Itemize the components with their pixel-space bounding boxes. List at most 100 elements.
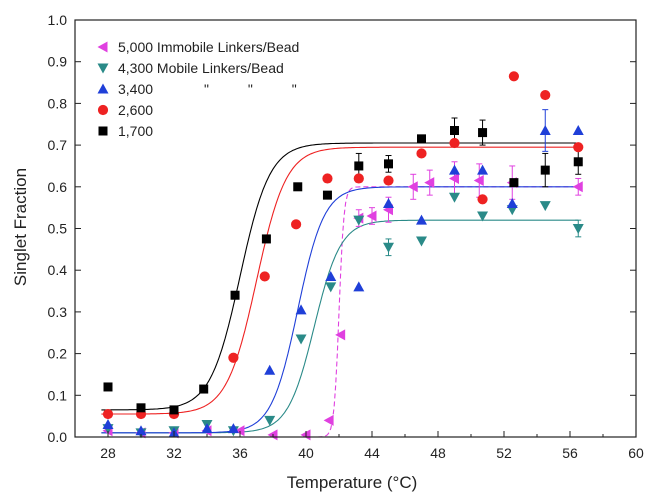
marker-triangle-left [323, 414, 334, 426]
marker-triangle-up [227, 423, 239, 434]
marker-circle [540, 89, 551, 101]
marker-square [384, 159, 393, 169]
marker-square [199, 384, 209, 394]
marker-circle [508, 71, 519, 82]
y-tick-label: 1.0 [48, 12, 68, 28]
marker-triangle-up [416, 214, 427, 225]
marker-square [509, 178, 519, 188]
fit-curve [101, 146, 579, 415]
marker-circle [228, 352, 239, 363]
marker-triangle-up [353, 281, 365, 292]
marker-triangle-up [383, 197, 394, 208]
marker-square [540, 165, 550, 175]
marker-square [261, 234, 271, 244]
y-tick-label: 0.3 [48, 304, 68, 320]
x-tick-label: 48 [430, 445, 446, 461]
marker-square [230, 290, 240, 300]
x-tick-label: 40 [298, 445, 314, 461]
marker-circle [259, 271, 270, 282]
data-markers [102, 71, 584, 441]
marker-square [417, 134, 426, 144]
marker-triangle-down [353, 215, 365, 226]
marker-square [450, 126, 459, 136]
marker-square [169, 405, 179, 415]
marker-circle [477, 194, 488, 205]
marker-triangle-down [477, 211, 489, 222]
legend-label: 5,000 Immobile Linkers/Bead [118, 39, 299, 55]
y-tick-label: 0.6 [48, 179, 68, 195]
marker-circle [97, 104, 109, 116]
marker-triangle-left [97, 41, 108, 53]
marker-triangle-down [539, 201, 551, 212]
x-tick-labels: 28 32 36 40 44 48 52 56 60 [100, 445, 644, 461]
legend-label: 3,400 [118, 81, 153, 97]
marker-triangle-down [449, 192, 460, 203]
fit-curve [101, 142, 579, 411]
x-tick-label: 56 [562, 445, 578, 461]
y-tick-label: 0.0 [48, 429, 68, 445]
x-tick-label: 28 [100, 445, 116, 461]
marker-circle [353, 173, 364, 184]
axis-ticks [75, 19, 636, 438]
marker-circle [449, 137, 460, 149]
marker-triangle-up [295, 304, 307, 315]
marker-triangle-up [477, 164, 489, 175]
marker-triangle-left [572, 181, 583, 193]
marker-triangle-up [201, 423, 213, 434]
y-axis-title: Singlet Fraction [11, 168, 30, 286]
marker-triangle-up [264, 364, 276, 375]
marker-triangle-up [102, 418, 114, 429]
marker-circle [573, 142, 584, 153]
legend-label: 4,300 Mobile Linkers/Bead [118, 60, 284, 76]
x-tick-label: 32 [166, 445, 182, 461]
y-tick-label: 0.1 [48, 387, 68, 403]
marker-triangle-left [366, 210, 377, 222]
fit-curve [101, 186, 579, 434]
y-tick-label: 0.8 [48, 95, 68, 111]
marker-circle [383, 175, 394, 186]
fit-curve [101, 219, 579, 434]
x-tick-label: 36 [232, 445, 248, 461]
legend-label: 1,700 [118, 123, 153, 139]
marker-triangle-up [325, 270, 337, 281]
fit-curve [101, 186, 579, 438]
x-tick-label: 44 [364, 445, 380, 461]
legend: 5,000 Immobile Linkers/Bead 4,300 Mobile … [97, 39, 299, 139]
marker-triangle-left [473, 175, 484, 187]
marker-square [322, 190, 332, 200]
marker-triangle-up [135, 425, 147, 436]
marker-triangle-down [264, 415, 276, 426]
x-axis-title: Temperature (°C) [287, 473, 418, 492]
marker-triangle-down [383, 242, 394, 253]
marker-triangle-left [335, 329, 346, 341]
marker-circle [416, 148, 427, 159]
marker-triangle-up [572, 125, 584, 136]
marker-triangle-left [424, 177, 435, 189]
y-tick-label: 0.9 [48, 54, 68, 70]
marker-triangle-up [539, 125, 551, 136]
marker-square [136, 403, 146, 413]
marker-square [293, 182, 303, 192]
marker-triangle-up [97, 83, 109, 94]
marker-triangle-down [416, 236, 427, 247]
marker-triangle-left [449, 172, 459, 184]
marker-triangle-up [449, 164, 460, 175]
marker-triangle-down [295, 334, 307, 345]
marker-circle [322, 173, 333, 184]
marker-triangle-left [234, 425, 245, 437]
y-tick-label: 0.5 [48, 221, 68, 237]
y-tick-labels: 0.0 0.1 0.2 0.3 0.4 0.5 0.6 0.7 0.8 0.9 1.0 [48, 12, 68, 445]
marker-triangle-down [325, 282, 337, 293]
x-tick-label: 60 [628, 445, 644, 461]
marker-square [573, 157, 583, 167]
marker-circle [102, 408, 114, 420]
legend-label: 2,600 [118, 102, 153, 118]
marker-triangle-left [407, 181, 418, 193]
marker-square [103, 382, 113, 392]
x-tick-label: 52 [496, 445, 512, 461]
marker-triangle-up [506, 197, 518, 208]
y-tick-label: 0.7 [48, 137, 68, 153]
marker-square [98, 126, 108, 136]
